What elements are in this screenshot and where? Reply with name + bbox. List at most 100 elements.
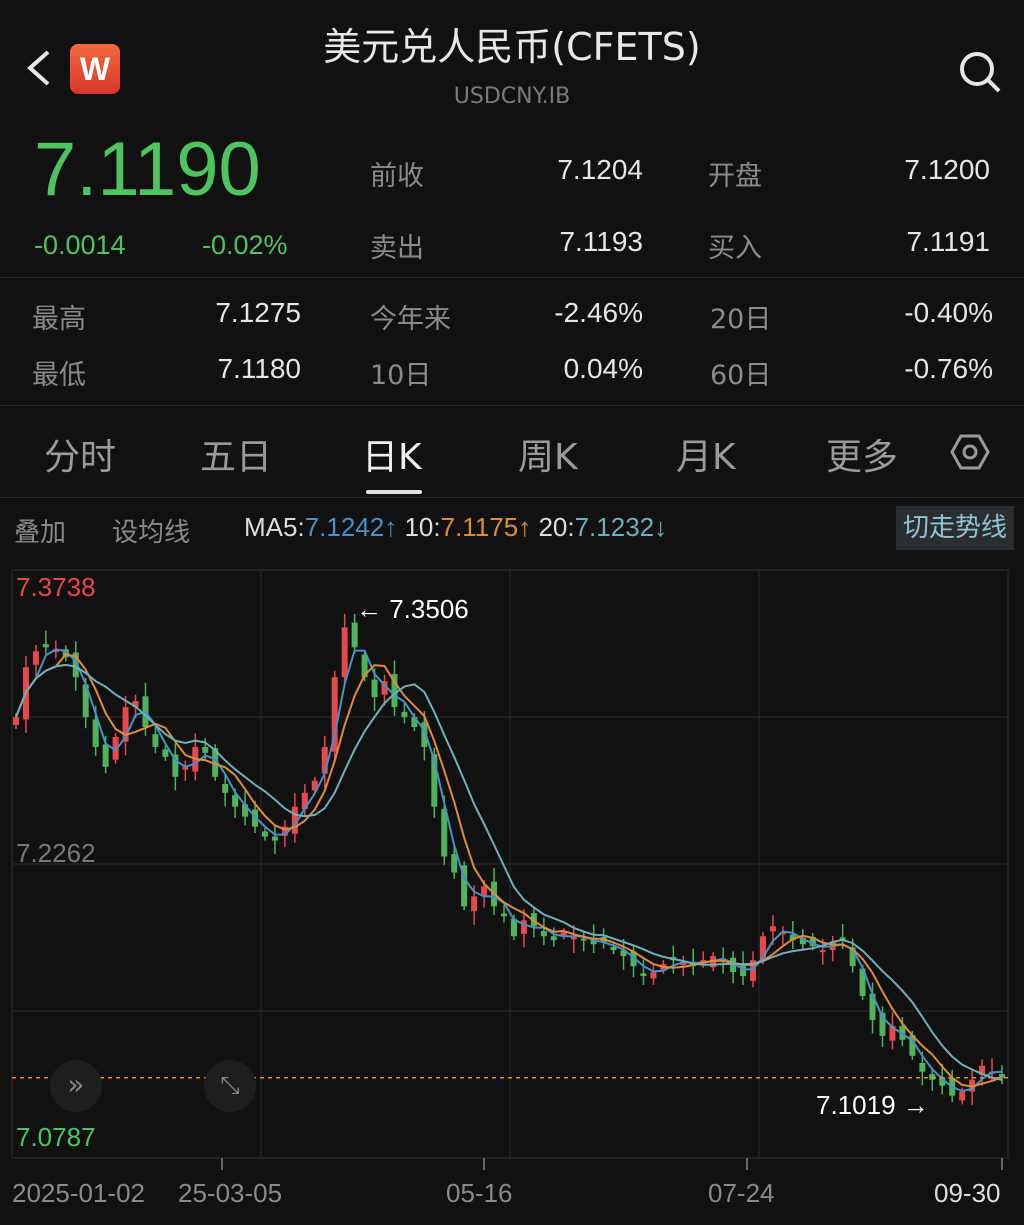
candle-body [740, 964, 747, 977]
stat-value: -0.40% [904, 297, 993, 328]
x-tick: 2025-01-02 [12, 1178, 145, 1208]
candle-body [520, 920, 527, 934]
ma5-label: MA5: [244, 512, 305, 542]
candle-body [471, 896, 478, 912]
page-title: 美元兑人民币(CFETS) [323, 25, 701, 69]
candle-body [809, 937, 816, 947]
candle-body [32, 651, 39, 665]
divider [0, 277, 1024, 278]
tab-five-day[interactable]: 五日 [200, 437, 273, 478]
candle-body [461, 865, 468, 907]
stat-value: 7.1193 [559, 226, 643, 257]
expand-right-icon[interactable]: » [50, 1060, 102, 1112]
candle-body [501, 913, 508, 917]
back-chevron-icon[interactable] [22, 48, 58, 88]
ma5-line [15, 648, 1003, 1093]
stat-value: 7.1204 [557, 154, 643, 185]
fullscreen-icon[interactable]: ⤡ [204, 1060, 256, 1112]
price-change: -0.0014 [34, 230, 126, 260]
candle-body [13, 717, 19, 726]
candlestick-chart[interactable] [0, 560, 1024, 1170]
candle-body [779, 932, 786, 935]
candle-body [401, 711, 408, 718]
stat-value: -2.46% [554, 297, 643, 328]
tab-more[interactable]: 更多 [826, 437, 899, 478]
search-icon[interactable] [955, 48, 1005, 94]
switch-trend-line-button[interactable]: 切走势线 [896, 506, 1014, 550]
candle-body [341, 627, 348, 678]
app-logo: W [70, 44, 120, 94]
set-ma-button[interactable]: 设均线 [112, 518, 191, 548]
candle-body [750, 960, 757, 981]
candle-body [371, 679, 378, 698]
candle-body [172, 754, 179, 777]
candle-body [869, 993, 876, 1020]
candle-body [62, 649, 69, 658]
candle-body [999, 1074, 1005, 1078]
overlay-button[interactable]: 叠加 [14, 518, 67, 548]
candle-body [281, 826, 288, 836]
candle-body [979, 1065, 986, 1075]
candle-body [849, 947, 856, 967]
x-tick: 05-16 [446, 1178, 513, 1208]
x-tick: 07-24 [708, 1178, 775, 1208]
candle-body [331, 677, 338, 752]
candle-body [759, 936, 766, 961]
candle-body [92, 719, 99, 747]
candle-body [261, 831, 268, 837]
ma20-label: 20: [538, 512, 575, 542]
candle-body [510, 918, 517, 937]
candle-body [700, 960, 707, 963]
candle-body [411, 717, 418, 728]
ma-readout: MA5:7.1242↑ 10:7.1175↑ 20:7.1232↓ [244, 512, 667, 543]
candle-body [361, 654, 368, 678]
divider [0, 405, 1024, 406]
tab-daily-k[interactable]: 日K [362, 437, 422, 478]
candle-body [72, 652, 79, 678]
candle-body [182, 766, 189, 770]
tab-intraday[interactable]: 分时 [44, 437, 117, 478]
candle-body [391, 674, 398, 708]
active-tab-indicator [366, 490, 422, 494]
candle-body [939, 1077, 946, 1086]
candle-body [52, 649, 59, 653]
candle-body [421, 722, 428, 747]
candle-body [451, 854, 458, 873]
candle-body [112, 736, 119, 760]
candle-body [481, 886, 488, 897]
stat-value: 7.1200 [904, 154, 990, 185]
candle-body [550, 936, 557, 941]
stat-value: 0.04% [563, 353, 643, 384]
candle-body [82, 684, 89, 718]
candle-body [351, 622, 358, 648]
candle-body [431, 754, 438, 807]
stat-value: 7.1275 [215, 297, 301, 328]
candle-body [132, 701, 139, 708]
candle-body [620, 950, 627, 957]
tab-monthly-k[interactable]: 月K [676, 437, 736, 478]
candle-body [540, 931, 547, 937]
stat-label: 最高 [32, 304, 86, 335]
stat-label: 60日 [710, 360, 772, 391]
high-annotation: ← 7.3506 [356, 594, 469, 624]
candle-body [909, 1035, 916, 1056]
ma5-value: 7.1242↑ [304, 512, 398, 542]
candle-body [929, 1074, 936, 1080]
stat-label: 前收 [370, 161, 424, 192]
ticker-code: USDCNY.IB [453, 84, 571, 109]
candle-body [212, 748, 219, 777]
divider [0, 497, 1024, 498]
candle-body [102, 744, 109, 767]
ma20-value: 7.1232↓ [574, 512, 668, 542]
candle-body [222, 783, 229, 793]
candle-body [202, 746, 209, 753]
candle-body [730, 957, 737, 973]
ma10-line [15, 653, 1003, 1088]
tab-weekly-k[interactable]: 周K [518, 437, 578, 478]
candle-body [242, 804, 249, 817]
price-change-pct: -0.02% [202, 230, 288, 260]
stat-label: 10日 [370, 360, 432, 391]
candle-body [580, 938, 587, 941]
candle-body [530, 913, 537, 927]
settings-hexagon-icon[interactable] [950, 432, 990, 472]
